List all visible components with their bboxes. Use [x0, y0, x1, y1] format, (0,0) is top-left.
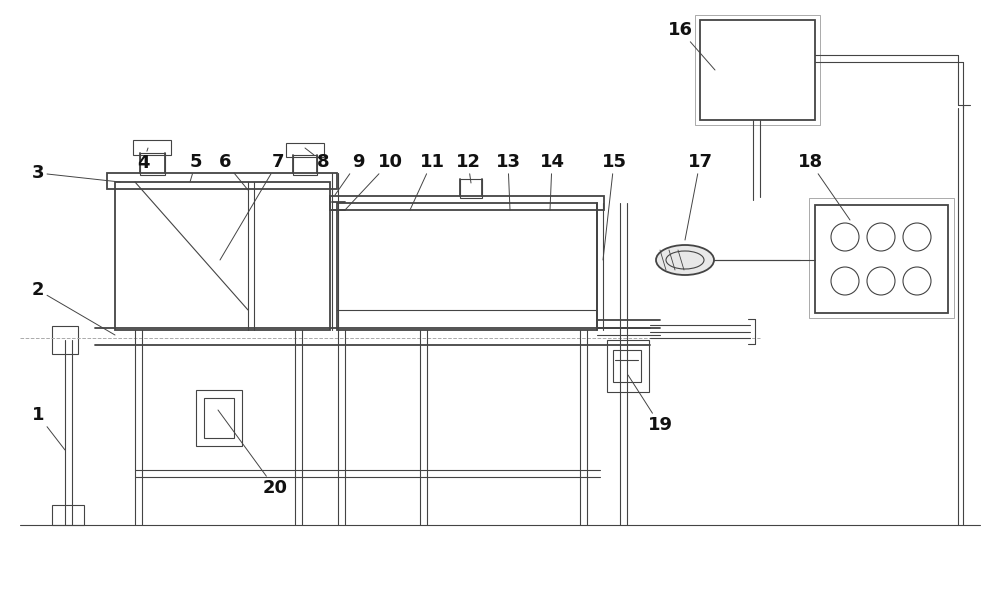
Text: 4: 4 [137, 148, 149, 172]
Bar [613, 350, 641, 382]
Text: 19: 19 [628, 375, 672, 434]
Text: 7: 7 [220, 153, 284, 260]
Text: 14: 14 [540, 153, 564, 210]
Bar [140, 153, 165, 175]
Bar [204, 398, 234, 438]
Ellipse shape [656, 245, 714, 275]
Bar [815, 205, 948, 313]
Text: 11: 11 [410, 153, 444, 210]
Text: 9: 9 [335, 153, 364, 195]
Bar [293, 155, 317, 175]
Bar [607, 340, 649, 392]
Text: 20: 20 [218, 410, 288, 497]
Text: 12: 12 [456, 153, 480, 183]
Text: 18: 18 [797, 153, 850, 220]
Bar [809, 198, 954, 318]
Bar [52, 326, 78, 354]
Text: 16: 16 [668, 21, 715, 70]
Text: 17: 17 [685, 153, 712, 240]
Text: 8: 8 [305, 148, 329, 171]
Text: 13: 13 [496, 153, 520, 210]
Text: 3: 3 [32, 164, 120, 182]
Bar [337, 203, 597, 330]
Bar [133, 140, 171, 155]
Bar [460, 179, 482, 198]
Bar [196, 390, 242, 446]
Text: 6: 6 [219, 153, 248, 190]
Bar [330, 196, 604, 210]
Bar [107, 173, 337, 189]
Bar [115, 182, 330, 330]
Text: 1: 1 [32, 406, 65, 450]
Bar [695, 15, 820, 125]
Text: 15: 15 [602, 153, 626, 260]
Bar [700, 20, 815, 120]
Text: 5: 5 [190, 153, 202, 182]
Bar [286, 143, 324, 157]
Text: 2: 2 [32, 281, 115, 335]
Text: 10: 10 [345, 153, 402, 210]
Bar [52, 505, 84, 525]
